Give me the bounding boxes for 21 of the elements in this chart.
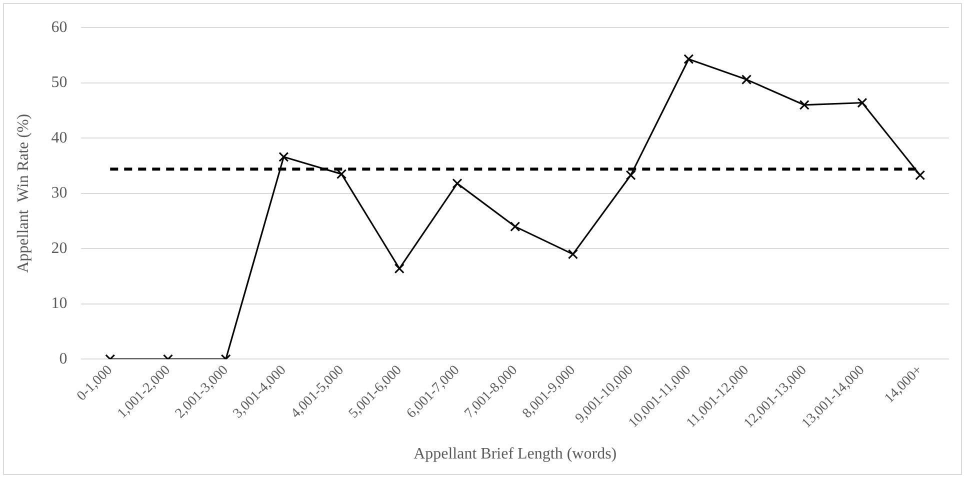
point — [394, 264, 404, 274]
y-tick-label: 0 — [59, 350, 68, 368]
y-tick-label: 10 — [51, 295, 68, 312]
y-tick-label: 20 — [51, 240, 68, 257]
point — [799, 100, 810, 110]
point — [684, 54, 694, 64]
point — [741, 74, 752, 85]
point — [510, 222, 520, 232]
point — [626, 170, 636, 180]
point — [278, 152, 289, 162]
point — [452, 178, 462, 188]
point — [915, 170, 926, 180]
y-tick-label: 60 — [51, 18, 68, 36]
y-tick-label: 30 — [51, 184, 68, 202]
point — [857, 98, 868, 108]
y-tick-label: 40 — [51, 129, 68, 146]
y-tick-label: 50 — [51, 74, 68, 92]
x-axis-title: Appellant Brief Length (words) — [414, 446, 617, 463]
point — [336, 169, 347, 180]
y-axis-title: Appellant Win Rate (%) — [14, 114, 32, 273]
point — [568, 249, 578, 260]
